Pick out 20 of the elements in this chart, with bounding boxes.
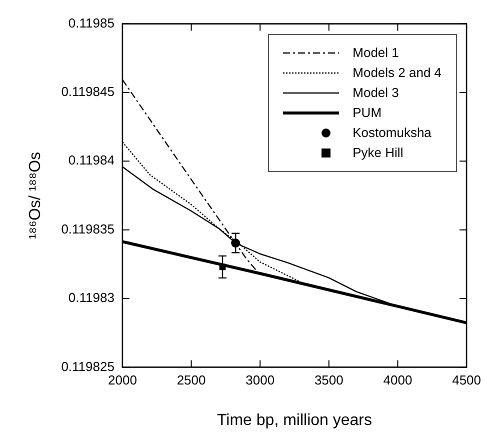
y-tick-label: 0.11985 — [68, 15, 114, 30]
legend-label: Model 1 — [352, 45, 399, 60]
y-tick-label: 0.119835 — [61, 221, 114, 236]
x-tick-label: 2500 — [176, 372, 206, 388]
x-tick-label: 2000 — [108, 372, 137, 388]
y-tick-label: 0.119825 — [61, 358, 114, 374]
x-axis-title: Time bp, million years — [216, 412, 372, 429]
x-tick-label: 3000 — [246, 372, 275, 388]
y-tick-label: 0.119845 — [61, 84, 114, 100]
x-tick-label: 4000 — [383, 372, 412, 388]
x-tick-label: 3500 — [314, 372, 344, 388]
legend-label: Kostomuksha — [352, 125, 432, 140]
y-axis-title: ¹⁸⁶Os/ ¹⁸⁸Os — [27, 152, 44, 240]
x-tick-label: 4500 — [452, 372, 481, 388]
legend-label: Models 2 and 4 — [352, 65, 442, 80]
legend-label: PUM — [352, 105, 382, 120]
y-tick-label: 0.11983 — [68, 290, 114, 306]
legend-label: Pyke Hill — [352, 145, 404, 160]
legend-label: Model 3 — [352, 85, 399, 100]
y-tick-label: 0.11984 — [68, 152, 114, 168]
